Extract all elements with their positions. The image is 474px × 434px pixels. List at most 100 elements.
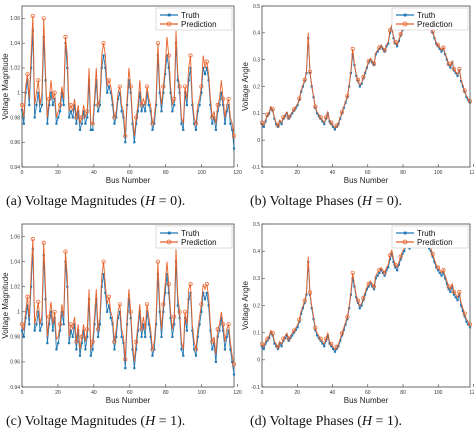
- truth-point: [429, 250, 432, 253]
- prediction-point: [329, 342, 334, 347]
- prediction-point: [166, 53, 171, 58]
- truth-point: [71, 335, 74, 338]
- prediction-point: [467, 322, 473, 327]
- truth-point: [187, 79, 190, 82]
- truth-point: [69, 329, 73, 332]
- y-tick-label: 0.3: [253, 276, 260, 282]
- truth-point: [136, 329, 140, 332]
- x-axis-label: Bus Number: [344, 396, 389, 405]
- truth-point: [340, 334, 344, 337]
- truth-point: [346, 317, 349, 321]
- prediction-point: [123, 357, 128, 362]
- truth-point: [367, 285, 370, 288]
- truth-point: [292, 109, 296, 112]
- prediction-point: [30, 236, 35, 242]
- truth-point: [396, 269, 399, 272]
- truth-point: [149, 110, 152, 113]
- prediction-point: [297, 96, 302, 101]
- prediction-point: [25, 72, 30, 77]
- truth-point: [271, 334, 274, 337]
- truth-point: [264, 342, 267, 345]
- truth-point: [214, 360, 217, 364]
- y-tick-label: 0.98: [10, 335, 20, 341]
- truth-point: [319, 339, 322, 342]
- truth-point: [104, 291, 107, 295]
- prediction-point: [231, 133, 237, 139]
- truth-point: [360, 304, 363, 307]
- x-tick-label: 60: [365, 390, 371, 396]
- truth-point: [463, 315, 466, 318]
- truth-point: [232, 373, 236, 376]
- truth-point: [229, 122, 232, 125]
- truth-point: [145, 91, 149, 94]
- truth-point: [216, 335, 219, 338]
- truth-point: [328, 120, 331, 123]
- prediction-point: [36, 299, 41, 304]
- y-tick-label: 1.06: [10, 16, 20, 22]
- truth-point: [51, 329, 54, 332]
- truth-point: [332, 347, 335, 351]
- truth-point: [387, 42, 390, 45]
- truth-point: [78, 354, 82, 357]
- truth-point: [180, 122, 183, 125]
- x-tick-label: 60: [127, 390, 133, 396]
- truth-point: [378, 47, 381, 51]
- prediction-point: [150, 121, 155, 126]
- truth-point: [131, 122, 134, 125]
- prediction-point: [350, 270, 355, 275]
- legend-label-truth: Truth: [181, 11, 199, 20]
- x-tick-label: 20: [294, 170, 300, 176]
- truth-point: [58, 110, 62, 113]
- prediction-point: [281, 336, 286, 341]
- truth-point: [133, 367, 136, 370]
- prediction-point: [329, 120, 334, 125]
- truth-point: [294, 106, 297, 110]
- truth-point: [262, 347, 265, 351]
- truth-point: [37, 310, 40, 313]
- truth-point: [362, 298, 365, 302]
- truth-point: [33, 116, 36, 119]
- prediction-point: [286, 115, 291, 120]
- prediction-point: [134, 115, 139, 120]
- chart-panel-0: 0.94 0.96 0.98 1 1.02 1.04 1.06 0 20 40 60 80 100 120…: [1, 5, 242, 185]
- truth-point: [182, 354, 185, 357]
- prediction-point: [41, 240, 46, 245]
- truth-point: [116, 316, 120, 320]
- prediction-point: [150, 347, 155, 352]
- prediction-point: [221, 322, 226, 327]
- prediction-point: [210, 339, 215, 344]
- truth-point: [440, 274, 443, 277]
- truth-point: [452, 69, 456, 72]
- truth-point: [135, 122, 138, 125]
- truth-point: [171, 110, 174, 113]
- truth-point: [191, 103, 194, 107]
- truth-point: [127, 79, 131, 82]
- truth-point: [140, 335, 143, 338]
- truth-point: [135, 348, 138, 351]
- truth-point: [231, 128, 234, 131]
- prediction-point: [265, 336, 270, 341]
- truth-point: [227, 103, 230, 107]
- prediction-point: [199, 302, 204, 307]
- truth-point: [124, 141, 127, 144]
- truth-point: [107, 304, 111, 307]
- prediction-point: [68, 103, 73, 108]
- truth-point: [24, 316, 27, 320]
- truth-point: [116, 97, 120, 100]
- truth-point: [403, 250, 406, 253]
- y-tick-label: 1.04: [10, 259, 20, 265]
- truth-point: [93, 103, 96, 107]
- truth-point: [194, 128, 198, 131]
- truth-point: [20, 108, 24, 112]
- prediction-point: [265, 112, 270, 117]
- truth-point: [211, 348, 214, 351]
- truth-point: [456, 298, 459, 302]
- truth-point: [86, 335, 89, 338]
- truth-point: [337, 122, 340, 126]
- truth-point: [342, 328, 345, 332]
- prediction-point: [366, 281, 371, 286]
- truth-point: [111, 323, 114, 326]
- y-tick-label: 0.1: [253, 330, 260, 336]
- y-tick-label: 1.02: [10, 284, 20, 290]
